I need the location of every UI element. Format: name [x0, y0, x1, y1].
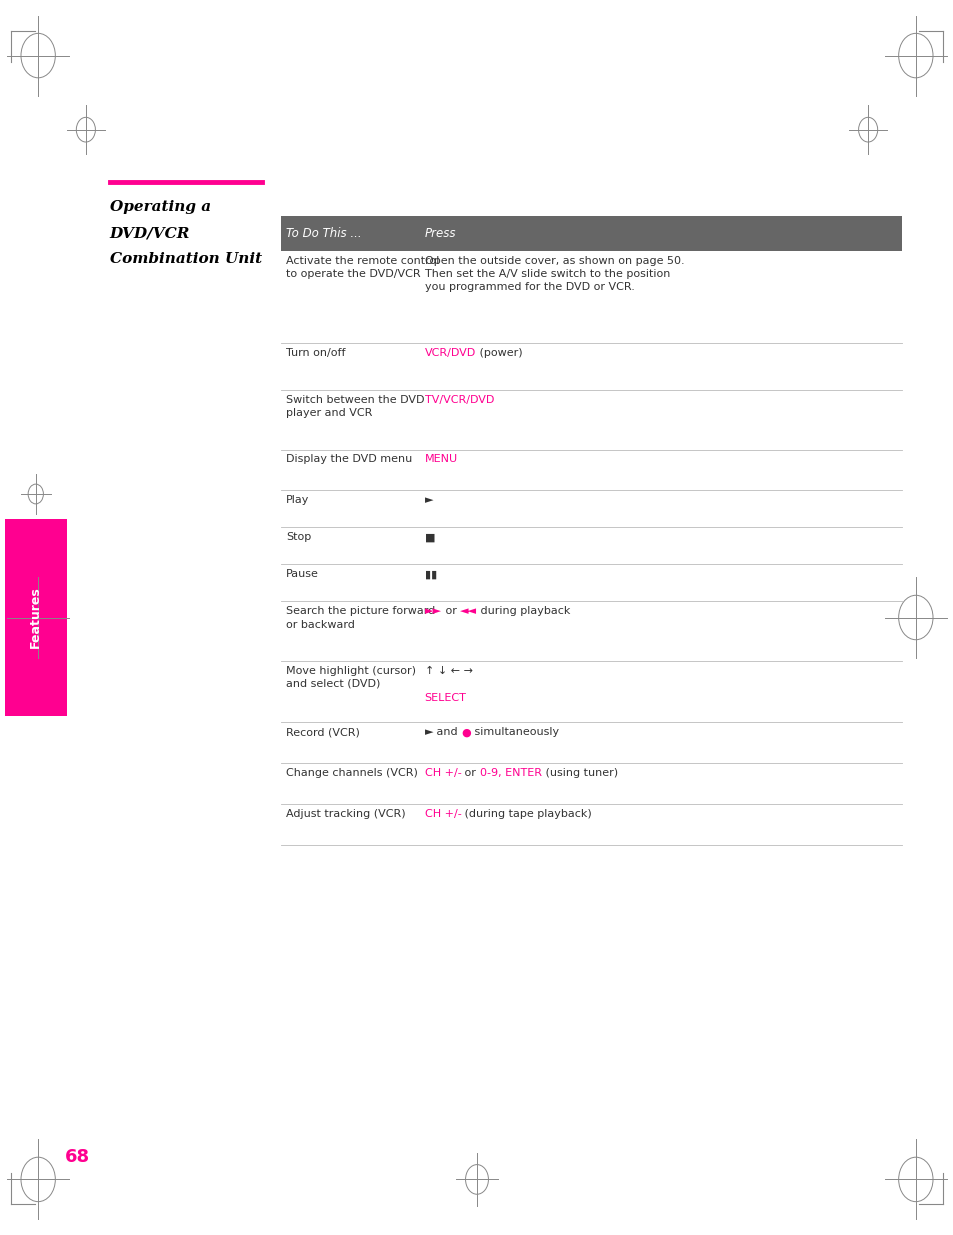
- Text: or: or: [441, 606, 459, 616]
- Text: MENU: MENU: [424, 454, 457, 464]
- Text: TV/VCR/DVD: TV/VCR/DVD: [424, 395, 494, 405]
- Text: ►: ►: [424, 495, 433, 505]
- Text: Switch between the DVD
player and VCR: Switch between the DVD player and VCR: [286, 395, 424, 419]
- Text: 0-9, ENTER: 0-9, ENTER: [479, 768, 541, 778]
- Text: Press: Press: [424, 227, 456, 240]
- Text: simultaneously: simultaneously: [471, 727, 558, 737]
- Text: Adjust tracking (VCR): Adjust tracking (VCR): [286, 809, 405, 819]
- Text: Activate the remote control
to operate the DVD/VCR: Activate the remote control to operate t…: [286, 256, 439, 279]
- Text: CH +/-: CH +/-: [424, 809, 461, 819]
- Text: Operating a: Operating a: [110, 200, 211, 214]
- Text: Pause: Pause: [286, 569, 318, 579]
- Text: or: or: [461, 768, 479, 778]
- Text: VCR/DVD: VCR/DVD: [424, 348, 476, 358]
- Text: ●: ●: [460, 727, 471, 737]
- Text: Features: Features: [30, 587, 42, 648]
- Text: Display the DVD menu: Display the DVD menu: [286, 454, 412, 464]
- Text: during playback: during playback: [476, 606, 570, 616]
- Text: Open the outside cover, as shown on page 50.
Then set the A/V slide switch to th: Open the outside cover, as shown on page…: [424, 256, 683, 291]
- Text: ■: ■: [424, 532, 435, 542]
- Text: ►►: ►►: [424, 606, 441, 616]
- Text: (power): (power): [476, 348, 522, 358]
- Text: CH +/-: CH +/-: [424, 768, 461, 778]
- Text: Play: Play: [286, 495, 310, 505]
- Text: DVD/VCR: DVD/VCR: [110, 226, 190, 240]
- Text: Stop: Stop: [286, 532, 311, 542]
- Text: ◄◄: ◄◄: [459, 606, 476, 616]
- Text: Record (VCR): Record (VCR): [286, 727, 359, 737]
- Text: (using tuner): (using tuner): [541, 768, 618, 778]
- Text: Search the picture forward
or backward: Search the picture forward or backward: [286, 606, 435, 630]
- Text: Change channels (VCR): Change channels (VCR): [286, 768, 417, 778]
- Text: Move highlight (cursor)
and select (DVD): Move highlight (cursor) and select (DVD): [286, 666, 416, 689]
- Text: Turn on/off: Turn on/off: [286, 348, 345, 358]
- Text: ▮▮: ▮▮: [424, 569, 436, 579]
- FancyBboxPatch shape: [281, 216, 901, 251]
- Text: SELECT: SELECT: [424, 694, 466, 704]
- Text: Combination Unit: Combination Unit: [110, 252, 261, 266]
- Text: 68: 68: [65, 1149, 90, 1166]
- Text: (during tape playback): (during tape playback): [461, 809, 592, 819]
- FancyBboxPatch shape: [5, 519, 67, 716]
- Text: and: and: [433, 727, 460, 737]
- Text: ►: ►: [424, 727, 433, 737]
- Text: To Do This ...: To Do This ...: [286, 227, 361, 240]
- Text: ↑ ↓ ← →: ↑ ↓ ← →: [424, 666, 472, 676]
